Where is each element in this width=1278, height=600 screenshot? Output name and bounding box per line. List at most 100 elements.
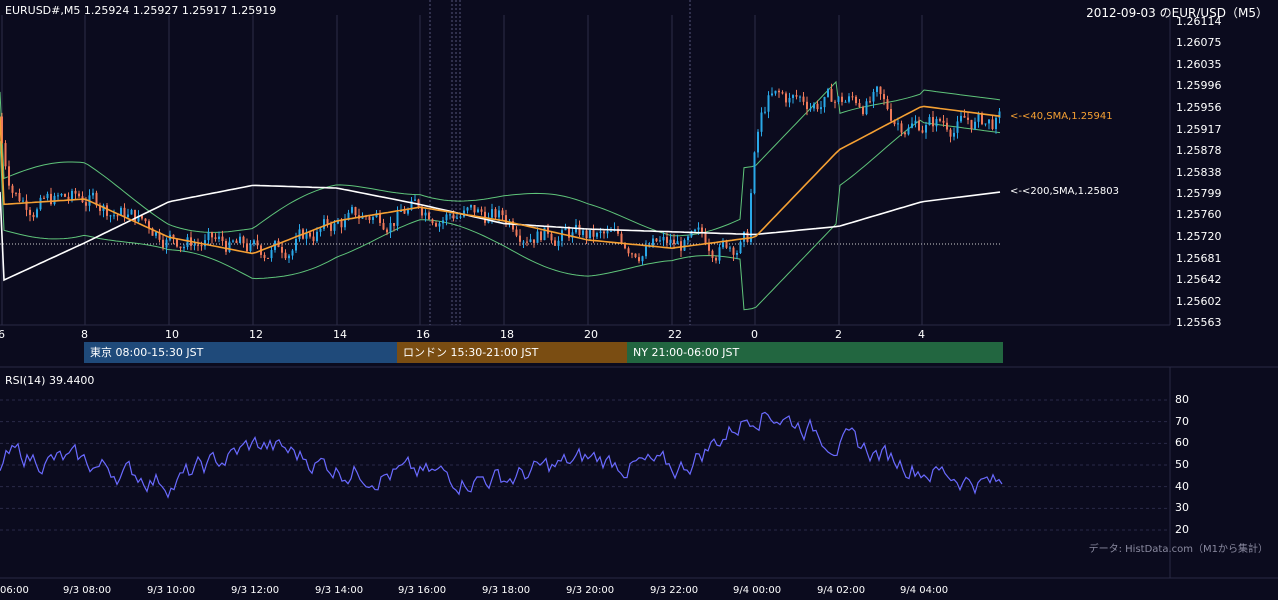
candle-body: [57, 195, 59, 197]
candle-body: [785, 93, 787, 103]
candle-body: [134, 209, 136, 222]
candle-body: [407, 209, 409, 214]
candle-body: [477, 209, 479, 213]
price-tick-label: 1.25917: [1176, 122, 1222, 136]
candle-body: [799, 96, 801, 98]
candle-body: [617, 228, 619, 234]
candle-body: [393, 222, 395, 226]
candle-body: [988, 119, 990, 124]
candle-body: [921, 130, 924, 133]
candle-body: [946, 122, 948, 130]
candle-body: [39, 197, 42, 210]
sma200-label: <-<200,SMA,1.25803: [1010, 186, 1119, 197]
candle-body: [774, 90, 777, 94]
price-tick-label: 1.26035: [1176, 58, 1222, 72]
candle-body: [414, 199, 416, 201]
sma200-line: [0, 184, 1001, 282]
time-tick-label: 9/3 16:00: [398, 585, 447, 596]
candle-body: [897, 123, 899, 125]
candle-body: [942, 120, 945, 123]
candle-body: [907, 127, 910, 135]
candle-body: [137, 215, 140, 222]
candle-body: [851, 96, 854, 98]
candle-body: [872, 91, 875, 102]
candle-body: [106, 205, 108, 216]
candle-body: [876, 86, 878, 92]
candle-body: [515, 229, 518, 236]
hour-tick-label: 12: [249, 328, 263, 341]
candle-body: [288, 255, 290, 259]
candle-body: [697, 227, 700, 230]
candle-body: [522, 241, 525, 243]
candle-body: [837, 96, 840, 103]
rsi-tick-label: 70: [1175, 414, 1189, 428]
session-tokyo-label: 東京 08:00-15:30 JST: [90, 346, 204, 359]
time-tick-label: 9/3 12:00: [231, 585, 280, 596]
time-tick-label: 9/4 02:00: [817, 585, 866, 596]
candle-body: [767, 95, 770, 112]
candle-body: [939, 118, 941, 121]
candle-body: [526, 241, 528, 243]
rsi-tick-label: 20: [1175, 523, 1189, 536]
session-london: ロンドン 15:30-21:00 JST: [397, 342, 627, 363]
time-tick-label: 9/4 04:00: [900, 585, 949, 596]
candle-body: [256, 240, 259, 246]
candle-body: [470, 204, 472, 208]
bollinger-upper-line: [0, 80, 1001, 237]
candle-body: [900, 123, 903, 133]
candle-body: [519, 235, 521, 242]
candle-body: [319, 228, 322, 232]
candle-body: [239, 236, 241, 244]
candle-body: [890, 109, 892, 121]
candle-body: [36, 209, 38, 218]
candle-body: [995, 117, 997, 130]
price-tick-label: 1.25720: [1176, 230, 1222, 244]
candle-body: [949, 129, 952, 137]
candle-body: [344, 220, 346, 228]
hour-tick-label: 10: [165, 328, 179, 341]
candle-body: [918, 120, 920, 131]
time-tick-label: 9/3 10:00: [147, 585, 196, 596]
candle-body: [50, 193, 52, 205]
candle-body: [109, 215, 112, 217]
candle-body: [557, 240, 560, 246]
candle-body: [855, 96, 857, 104]
candle-body: [725, 240, 728, 248]
rsi-tick-label: 80: [1175, 393, 1189, 406]
candle-body: [452, 214, 455, 219]
rsi-tick-label: 30: [1175, 501, 1189, 515]
candle-body: [687, 236, 689, 241]
candle-body: [778, 90, 780, 93]
candle-body: [883, 94, 885, 100]
candle-body: [599, 231, 602, 233]
candle-body: [981, 113, 983, 125]
candle-body: [354, 207, 357, 216]
candle-body: [823, 96, 826, 108]
time-tick-label: 9/4 00:00: [733, 585, 782, 596]
candle-body: [491, 209, 493, 218]
candle-body: [781, 92, 784, 94]
candle-body: [841, 96, 843, 102]
sma40-label: <-<40,SMA,1.25941: [1010, 111, 1113, 122]
candle-body: [610, 230, 612, 232]
candle-body: [67, 196, 70, 200]
candle-body: [200, 245, 203, 247]
candle-body: [862, 106, 864, 115]
candle-body: [333, 223, 336, 231]
candle-body: [179, 246, 182, 249]
candle-body: [764, 111, 766, 113]
time-tick-label: 9/3 14:00: [315, 585, 364, 596]
candle-body: [582, 230, 584, 236]
candle-body: [253, 240, 255, 244]
candle-body: [421, 206, 423, 216]
price-tick-label: 1.25642: [1176, 272, 1222, 286]
candle-body: [879, 86, 882, 95]
candle-body: [708, 244, 710, 251]
candle-body: [788, 97, 791, 103]
candle-body: [424, 212, 427, 216]
session-newyork: NY 21:00-06:00 JST: [627, 342, 1003, 363]
candle-body: [438, 223, 441, 227]
candle-body: [340, 220, 343, 228]
candle-body: [589, 230, 591, 239]
candle-body: [165, 239, 168, 248]
